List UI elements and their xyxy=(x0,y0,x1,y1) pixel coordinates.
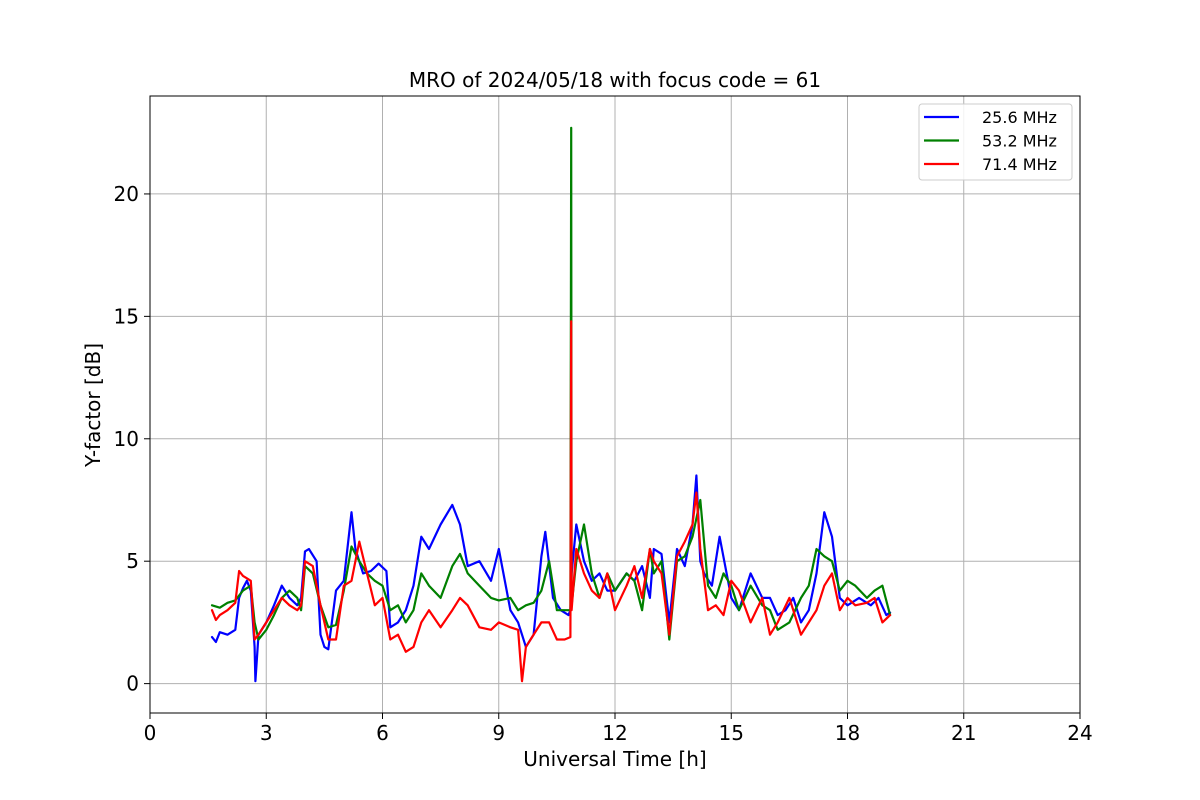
x-tick-label: 12 xyxy=(602,721,627,745)
x-tick-label: 24 xyxy=(1067,721,1092,745)
x-tick-label: 3 xyxy=(260,721,273,745)
chart-title: MRO of 2024/05/18 with focus code = 61 xyxy=(409,68,821,92)
y-tick-label: 15 xyxy=(114,304,139,328)
y-axis-ticks: 0 5 10 15 20 xyxy=(114,182,150,696)
grid xyxy=(149,96,1081,713)
legend: 25.6 MHz 53.2 MHz 71.4 MHz xyxy=(918,103,1073,181)
legend-label: 25.6 MHz xyxy=(982,108,1057,127)
y-tick-label: 10 xyxy=(114,427,139,451)
series-line-53-2-mhz xyxy=(210,126,892,641)
legend-label: 53.2 MHz xyxy=(982,132,1057,151)
x-tick-label: 0 xyxy=(144,721,157,745)
series-layer xyxy=(210,126,892,683)
y-tick-label: 0 xyxy=(126,672,139,696)
legend-label: 71.4 MHz xyxy=(982,155,1057,174)
x-tick-label: 21 xyxy=(951,721,976,745)
x-tick-label: 18 xyxy=(835,721,860,745)
x-axis-ticks: 0 3 6 9 12 15 18 21 24 xyxy=(144,713,1093,745)
x-axis-label: Universal Time [h] xyxy=(523,747,706,771)
x-tick-label: 15 xyxy=(719,721,744,745)
series-line-71-4-mhz xyxy=(210,320,892,683)
y-tick-label: 5 xyxy=(126,549,139,573)
y-axis-label: Y-factor [dB] xyxy=(81,343,105,468)
x-tick-label: 9 xyxy=(492,721,505,745)
y-tick-label: 20 xyxy=(114,182,139,206)
x-tick-label: 6 xyxy=(376,721,389,745)
legend-box xyxy=(918,103,1073,181)
